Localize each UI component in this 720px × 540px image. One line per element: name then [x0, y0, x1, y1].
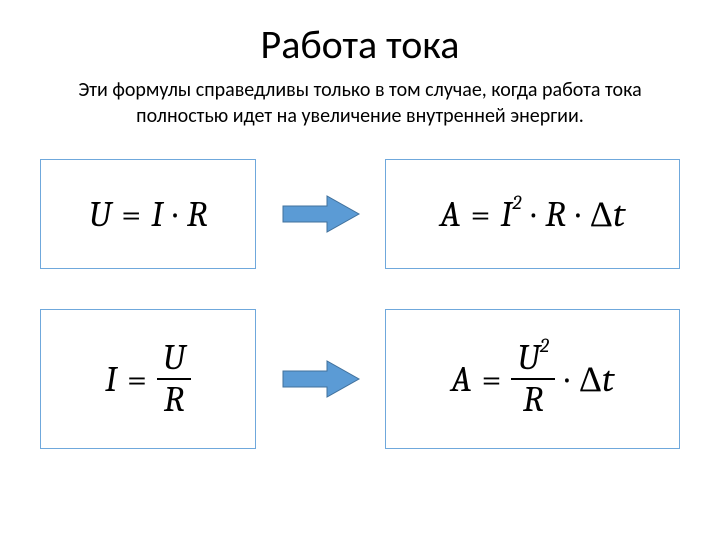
var-i: I: [151, 194, 163, 235]
var-a: A: [451, 359, 472, 400]
dot-icon: ·: [169, 194, 181, 235]
numerator: U: [157, 340, 191, 378]
formula-u-eq-ir: U = I · R: [89, 194, 208, 235]
equals-icon: =: [478, 359, 506, 400]
arrow-1: [276, 192, 365, 236]
formula-row-1: U = I · R A = I2 · R · Δt: [40, 159, 680, 269]
formula-row-2: I = U R A = U2 R · Δt: [40, 309, 680, 449]
var-a: A: [440, 194, 461, 235]
denominator: R: [517, 380, 550, 418]
formula-a-eq-u2-over-r-dt: A = U2 R · Δt: [451, 340, 615, 418]
dot-icon: ·: [561, 359, 573, 400]
formula-a-eq-i2rdt: A = I2 · R · Δt: [440, 193, 625, 235]
var-r: R: [187, 194, 208, 235]
dot-icon: ·: [572, 194, 584, 235]
formula-box-right-2: A = U2 R · Δt: [385, 309, 680, 449]
denominator: R: [158, 380, 191, 418]
formula-i-eq-u-over-r: I = U R: [105, 340, 191, 418]
numerator: U2: [511, 340, 555, 378]
arrow-right-icon: [281, 357, 361, 401]
equals-icon: =: [467, 194, 495, 235]
delta-t: Δt: [590, 193, 625, 235]
var-u: U: [89, 194, 111, 235]
equals-icon: =: [117, 194, 145, 235]
arrow-right-icon: [281, 192, 361, 236]
fraction-u2-over-r: U2 R: [511, 340, 555, 418]
var-i: I: [105, 359, 117, 400]
subtitle-text: Эти формулы справедливы только в том слу…: [40, 77, 680, 129]
term-i2: I2: [500, 194, 521, 235]
formula-box-left-1: U = I · R: [40, 159, 256, 269]
dot-icon: ·: [527, 194, 539, 235]
delta-t: Δt: [579, 358, 614, 400]
var-r: R: [545, 194, 566, 235]
formula-box-left-2: I = U R: [40, 309, 256, 449]
fraction-u-over-r: U R: [157, 340, 191, 418]
formula-box-right-1: A = I2 · R · Δt: [385, 159, 680, 269]
page-title: Работа тока: [40, 20, 680, 69]
equals-icon: =: [123, 359, 151, 400]
arrow-2: [276, 357, 365, 401]
